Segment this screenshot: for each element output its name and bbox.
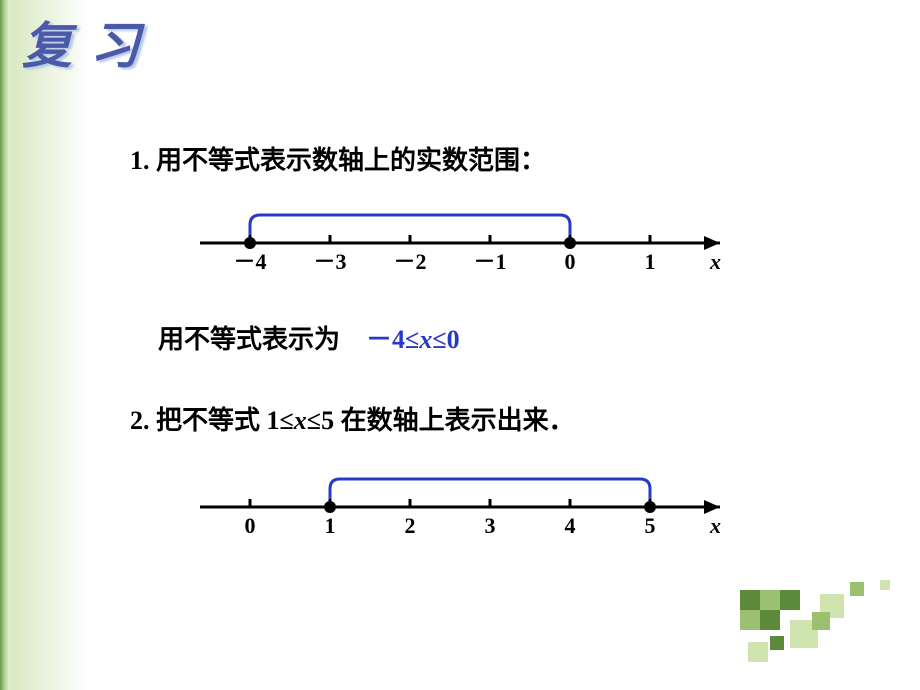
svg-text:－1: －1: [473, 249, 506, 274]
svg-text:－2: －2: [393, 249, 426, 274]
svg-text:1: 1: [325, 513, 336, 538]
left-border: [0, 0, 10, 690]
svg-text:x: x: [709, 513, 721, 538]
question-1: 1. 用不等式表示数轴上的实数范围：: [130, 140, 830, 177]
svg-text:0: 0: [565, 249, 576, 274]
q1-number: 1.: [130, 146, 156, 175]
q2-axis-svg: 0 1 2 3 4 5 x: [180, 467, 740, 557]
q1-axis-svg: －4 －3 －2 －1 0 1 x: [180, 203, 740, 293]
slide-title: 复习: [22, 6, 158, 78]
svg-text:2: 2: [405, 513, 416, 538]
q2-number: 2.: [130, 406, 156, 435]
q2-text-1: 把不等式: [156, 406, 267, 435]
q1-number-line: －4 －3 －2 －1 0 1 x: [180, 203, 830, 293]
svg-text:－4: －4: [233, 249, 266, 274]
q2-text-2: 在数轴上表示出来．: [334, 406, 575, 435]
question-2: 2. 把不等式 1≤x≤5 在数轴上表示出来．: [130, 400, 830, 437]
q2-number-line: 0 1 2 3 4 5 x: [180, 467, 830, 557]
svg-text:0: 0: [245, 513, 256, 538]
svg-text:4: 4: [565, 513, 576, 538]
corner-decoration: [720, 570, 920, 690]
q1-answer-value: －4≤x≤0: [366, 325, 460, 354]
content-area: 1. 用不等式表示数轴上的实数范围： －4 －3 －2 －1 0 1 x 用不等式表示为 －…: [130, 140, 830, 583]
svg-text:3: 3: [485, 513, 496, 538]
q1-answer-label: 用不等式表示为: [158, 325, 340, 354]
q1-answer-line: 用不等式表示为 －4≤x≤0: [158, 319, 830, 356]
q2-inequality: 1≤x≤5: [267, 406, 335, 435]
q1-text: 用不等式表示数轴上的实数范围：: [156, 146, 546, 175]
svg-text:－3: －3: [313, 249, 346, 274]
svg-text:5: 5: [645, 513, 656, 538]
svg-text:x: x: [709, 249, 721, 274]
svg-text:1: 1: [645, 249, 656, 274]
left-gradient: [10, 0, 90, 690]
